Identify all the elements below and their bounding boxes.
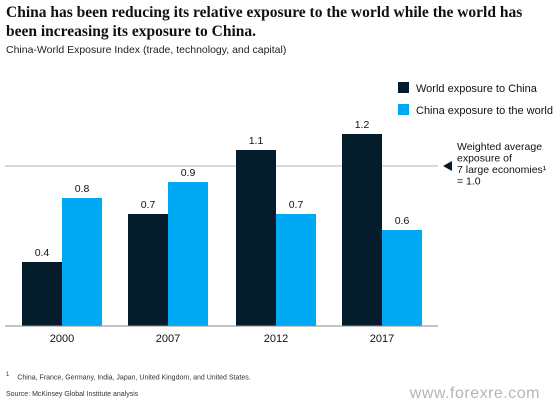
data-label: 0.8 [75,183,90,195]
data-label: 0.7 [141,199,156,211]
bar-china-exposure-to-world [276,214,316,326]
legend-label: China exposure to the world [416,105,553,117]
bar-world-exposure-to-china [128,214,168,326]
reference-label-line: Weighted average [457,141,542,153]
watermark: www.forexre.com [409,385,540,402]
legend-label: World exposure to China [416,83,538,95]
bar-world-exposure-to-china [236,150,276,326]
bar-china-exposure-to-world [168,182,208,326]
x-tick-label: 2007 [156,333,180,345]
x-tick-label: 2017 [370,333,394,345]
legend-swatch [398,104,409,115]
data-label: 0.9 [181,167,196,179]
data-label: 1.2 [355,119,370,131]
source-note: Source: McKinsey Global Institute analys… [6,391,139,398]
x-axis-ticks: 2000 2007 2012 2017 [50,333,394,345]
bar-china-exposure-to-world [382,230,422,326]
footnote: 1 China, France, Germany, India, Japan, U… [6,372,251,381]
data-label: 0.7 [289,199,304,211]
chart-subtitle: China-World Exposure Index (trade, techn… [6,44,287,56]
data-label: 0.6 [395,215,410,227]
legend-swatch [398,82,409,93]
reference-line-label: Weighted average exposure of 7 large econo… [457,141,547,188]
x-tick-label: 2000 [50,333,74,345]
data-label: 1.1 [249,135,264,147]
bar-world-exposure-to-china [22,262,62,326]
data-label: 0.4 [35,247,50,259]
reference-label-line: 7 large economies¹ [457,164,547,176]
reference-label-line: = 1.0 [457,176,481,188]
reference-arrow-icon [443,161,452,171]
bars-group: 0.4 0.7 1.1 1.2 0.8 0.9 0.7 0.6 [22,119,422,326]
chart-title: China has been reducing its relative exp… [6,4,523,40]
footnote-marker: 1 [6,372,10,378]
x-tick-label: 2012 [264,333,288,345]
legend: World exposure to China China exposure to… [398,82,553,117]
bar-world-exposure-to-china [342,134,382,326]
footnote-text: China, France, Germany, India, Japan, Un… [17,374,251,382]
bar-china-exposure-to-world [62,198,102,326]
reference-label-line: exposure of [457,153,512,165]
